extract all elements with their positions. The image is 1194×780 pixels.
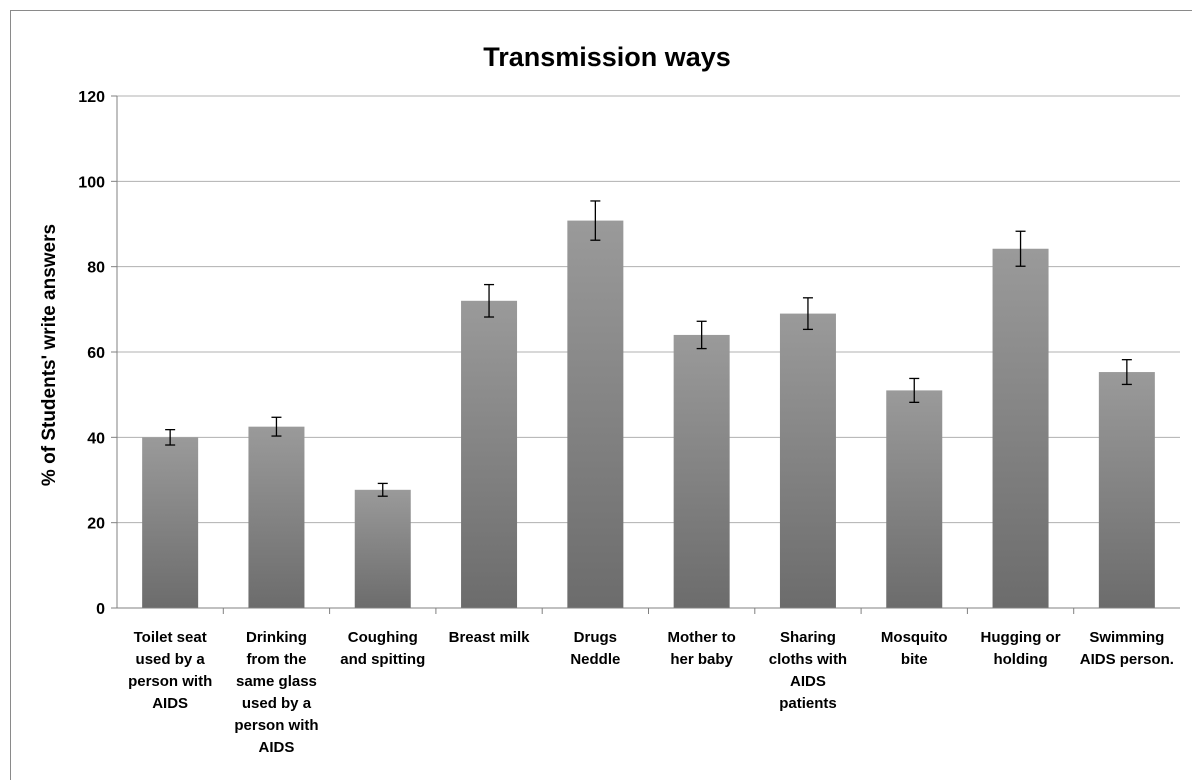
bar bbox=[1098, 372, 1155, 608]
bars bbox=[142, 220, 1155, 608]
bar bbox=[673, 334, 730, 608]
bar bbox=[886, 390, 943, 608]
bar bbox=[142, 437, 199, 608]
y-axis-label: % of Students' write answers bbox=[39, 224, 60, 486]
y-tick-label: 80 bbox=[87, 260, 105, 277]
bar bbox=[354, 489, 411, 608]
y-tick-label: 0 bbox=[96, 601, 105, 618]
x-category-label: Drugs Neddle bbox=[570, 629, 620, 668]
x-category-label: Mother to her baby bbox=[667, 629, 735, 668]
bar bbox=[248, 426, 305, 608]
x-category-label: Hugging or holding bbox=[981, 629, 1061, 668]
x-category-label: Swimming AIDS person. bbox=[1080, 629, 1174, 668]
x-category-labels: Toilet seat used by a person with AIDS Drink… bbox=[128, 629, 1174, 756]
y-tick-label: 100 bbox=[78, 174, 105, 191]
x-category-label: Sharing cloths with AIDS patients bbox=[769, 629, 847, 712]
chart-title: Transmission ways bbox=[483, 42, 731, 72]
chart-frame bbox=[10, 10, 1192, 780]
x-category-label: Drinking from the same glass used by a perso… bbox=[234, 629, 318, 756]
y-tick-label: 120 bbox=[78, 89, 105, 106]
bar bbox=[567, 220, 624, 608]
error-bars bbox=[165, 200, 1132, 497]
y-ticks: 0 20 40 60 80 100 120 bbox=[78, 89, 117, 618]
x-category-label: Toilet seat used by a person with AIDS bbox=[128, 629, 212, 712]
y-tick-label: 60 bbox=[87, 345, 105, 362]
x-category-label: Breast milk bbox=[449, 629, 531, 646]
bar bbox=[992, 248, 1049, 608]
x-category-label: Coughing and spitting bbox=[340, 629, 425, 668]
axes bbox=[116, 96, 1180, 614]
y-tick-label: 20 bbox=[87, 516, 105, 533]
y-tick-label: 40 bbox=[87, 430, 105, 447]
bar bbox=[461, 300, 518, 608]
bar bbox=[779, 313, 836, 608]
x-category-label: Mosquito bite bbox=[881, 629, 948, 668]
